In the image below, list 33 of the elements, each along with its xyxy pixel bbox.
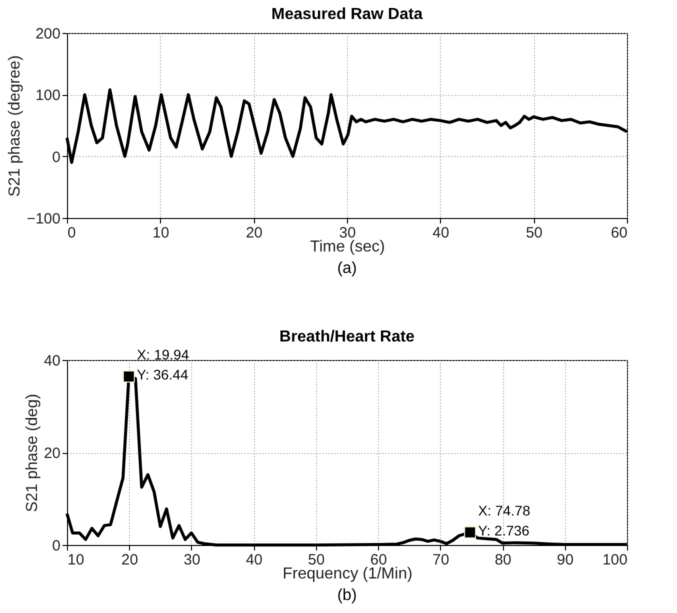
x-tick-label: 40: [246, 552, 263, 568]
x-tick-label: 10: [152, 224, 170, 242]
x-tick-label: 50: [308, 552, 325, 568]
x-tick-label: 30: [339, 224, 356, 242]
y-tick-label: 100: [35, 87, 60, 104]
annotation: X: 19.94 Y: 36.44: [136, 346, 190, 382]
x-tick-label: 70: [432, 552, 450, 568]
y-tick-label: 20: [44, 445, 60, 462]
y-axis-title: S21 phase (deg): [24, 394, 41, 512]
y-axis-title: S21 phase (degree): [6, 55, 24, 197]
y-tick-label: 200: [35, 26, 60, 42]
x-tick-label: 30: [184, 552, 200, 568]
y-tick-label: 0: [52, 148, 60, 166]
text: (b): [337, 587, 357, 604]
x-tick-label: 40: [432, 224, 450, 242]
chart-title: Breath/Heart Rate: [279, 328, 415, 346]
x-tick-label: 90: [556, 552, 574, 568]
x-tick-label: 10: [68, 552, 84, 568]
text: (a): [337, 260, 357, 277]
y-tick-label: 0: [52, 538, 60, 554]
x-tick-label: 100: [602, 552, 628, 568]
y-tick-label: 40: [44, 352, 60, 370]
x-tick-label: 50: [526, 224, 543, 242]
x-tick-label: 80: [494, 552, 512, 568]
x-tick-label: 0: [68, 224, 76, 242]
x-axis-title: Frequency (1/Min): [282, 566, 412, 582]
x-axis-title: Time (sec): [310, 238, 385, 256]
chart-title: Measured Raw Data: [271, 6, 423, 23]
annotation: X: 74.78 Y: 2.736: [478, 502, 530, 538]
x-tick-label: 20: [121, 552, 138, 568]
x-tick-label: 20: [246, 224, 263, 242]
x-tick-label: 60: [610, 224, 628, 242]
y-tick-label: −100: [26, 210, 60, 228]
